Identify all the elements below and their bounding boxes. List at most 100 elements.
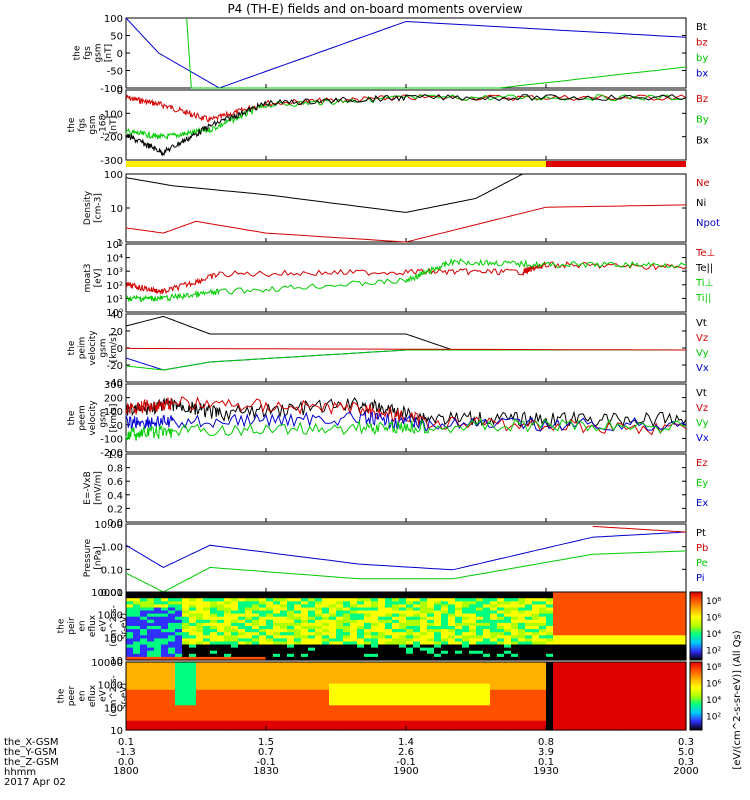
- spectro-cell: [427, 699, 435, 703]
- spectro-cell: [525, 714, 533, 719]
- spectro-cell: [308, 592, 316, 596]
- spectro-cell: [357, 665, 365, 669]
- spectro-cell: [525, 607, 533, 612]
- spectro-cell: [189, 668, 197, 672]
- spectro-cell: [497, 671, 505, 675]
- spectro-cell: [140, 696, 148, 700]
- spectro-cell: [455, 662, 463, 666]
- spectro-cell: [469, 598, 477, 602]
- spectro-cell: [546, 671, 554, 675]
- spectro-cell: [490, 607, 498, 612]
- spectro-cell: [378, 705, 386, 709]
- spectro-cell: [420, 598, 428, 602]
- spectro-cell: [609, 720, 617, 725]
- spectro-cell: [630, 726, 638, 731]
- spectro-cell: [210, 680, 218, 685]
- spectro-cell: [371, 671, 379, 675]
- spectro-cell: [238, 650, 246, 655]
- spectro-cell: [511, 610, 519, 615]
- spectro-cell: [301, 671, 309, 675]
- spectro-cell: [182, 598, 190, 602]
- spectro-cell: [161, 708, 169, 713]
- spectro-cell: [518, 686, 526, 691]
- spectro-cell: [168, 622, 176, 627]
- spectro-cell: [189, 607, 197, 612]
- spectro-cell: [588, 622, 596, 627]
- spectro-cell: [532, 638, 540, 643]
- spectro-cell: [301, 668, 309, 672]
- spectro-cell: [294, 726, 302, 731]
- spectro-cell: [357, 720, 365, 725]
- spectro-cell: [658, 656, 666, 661]
- spectro-cell: [574, 644, 582, 649]
- spectro-cell: [644, 708, 652, 713]
- spectro-cell: [392, 592, 400, 596]
- spectro-cell: [490, 696, 498, 700]
- spectro-cell: [357, 671, 365, 675]
- spectro-cell: [609, 686, 617, 691]
- spectro-cell: [637, 696, 645, 700]
- spectro-cell: [497, 708, 505, 713]
- spectro-cell: [161, 601, 169, 605]
- spectro-cell: [574, 619, 582, 624]
- spectro-cell: [224, 692, 232, 697]
- spectro-cell: [350, 650, 358, 655]
- spectro-cell: [350, 699, 358, 703]
- spectro-cell: [560, 689, 568, 694]
- spectro-cell: [644, 662, 652, 666]
- spectro-cell: [343, 647, 351, 652]
- spectro-cell: [581, 626, 589, 630]
- spectro-cell: [175, 641, 183, 646]
- spectro-cell: [602, 595, 610, 599]
- spectro-cell: [266, 662, 274, 666]
- spectro-cell: [273, 702, 281, 706]
- spectro-cell: [350, 653, 358, 658]
- spectro-cell: [462, 683, 470, 688]
- ephem-label: the_X-GSM: [4, 737, 58, 748]
- spectro-cell: [679, 619, 687, 624]
- spectro-cell: [455, 723, 463, 728]
- spectro-cell: [651, 626, 659, 630]
- spectro-cell: [595, 699, 603, 703]
- spectro-cell: [378, 662, 386, 666]
- spectro-cell: [637, 650, 645, 655]
- spectro-cell: [357, 705, 365, 709]
- spectro-cell: [357, 616, 365, 621]
- spectro-cell: [147, 632, 155, 636]
- spectro-cell: [623, 607, 631, 612]
- spectro-cell: [378, 629, 386, 633]
- spectro-cell: [434, 601, 442, 605]
- spectro-cell: [427, 726, 435, 731]
- spectro-cell: [189, 662, 197, 666]
- spectro-cell: [329, 692, 337, 697]
- spectro-cell: [168, 592, 176, 596]
- spectro-cell: [224, 708, 232, 713]
- spectro-cell: [462, 674, 470, 679]
- spectro-cell: [336, 616, 344, 621]
- spectro-cell: [420, 662, 428, 666]
- spectro-cell: [238, 717, 246, 722]
- spectro-cell: [588, 714, 596, 719]
- spectro-cell: [140, 711, 148, 716]
- spectro-cell: [231, 696, 239, 700]
- spectro-cell: [518, 619, 526, 624]
- spectro-cell: [637, 635, 645, 639]
- spectro-cell: [651, 726, 659, 731]
- spectro-cell: [259, 607, 267, 612]
- spectro-cell: [231, 714, 239, 719]
- y-tick-label: 10: [110, 656, 123, 667]
- spectro-cell: [413, 632, 421, 636]
- colorbar-1: [689, 591, 703, 661]
- spectro-cell: [651, 638, 659, 643]
- spectro-cell: [532, 656, 540, 661]
- mode-bar-red: [546, 161, 686, 167]
- spectro-cell: [357, 696, 365, 700]
- spectro-cell: [476, 720, 484, 725]
- spectro-cell: [315, 717, 323, 722]
- spectro-cell: [553, 616, 561, 621]
- spectro-cell: [483, 604, 491, 609]
- spectro-cell: [294, 720, 302, 725]
- spectro-cell: [644, 613, 652, 618]
- spectro-cell: [525, 683, 533, 688]
- spectro-cell: [672, 696, 680, 700]
